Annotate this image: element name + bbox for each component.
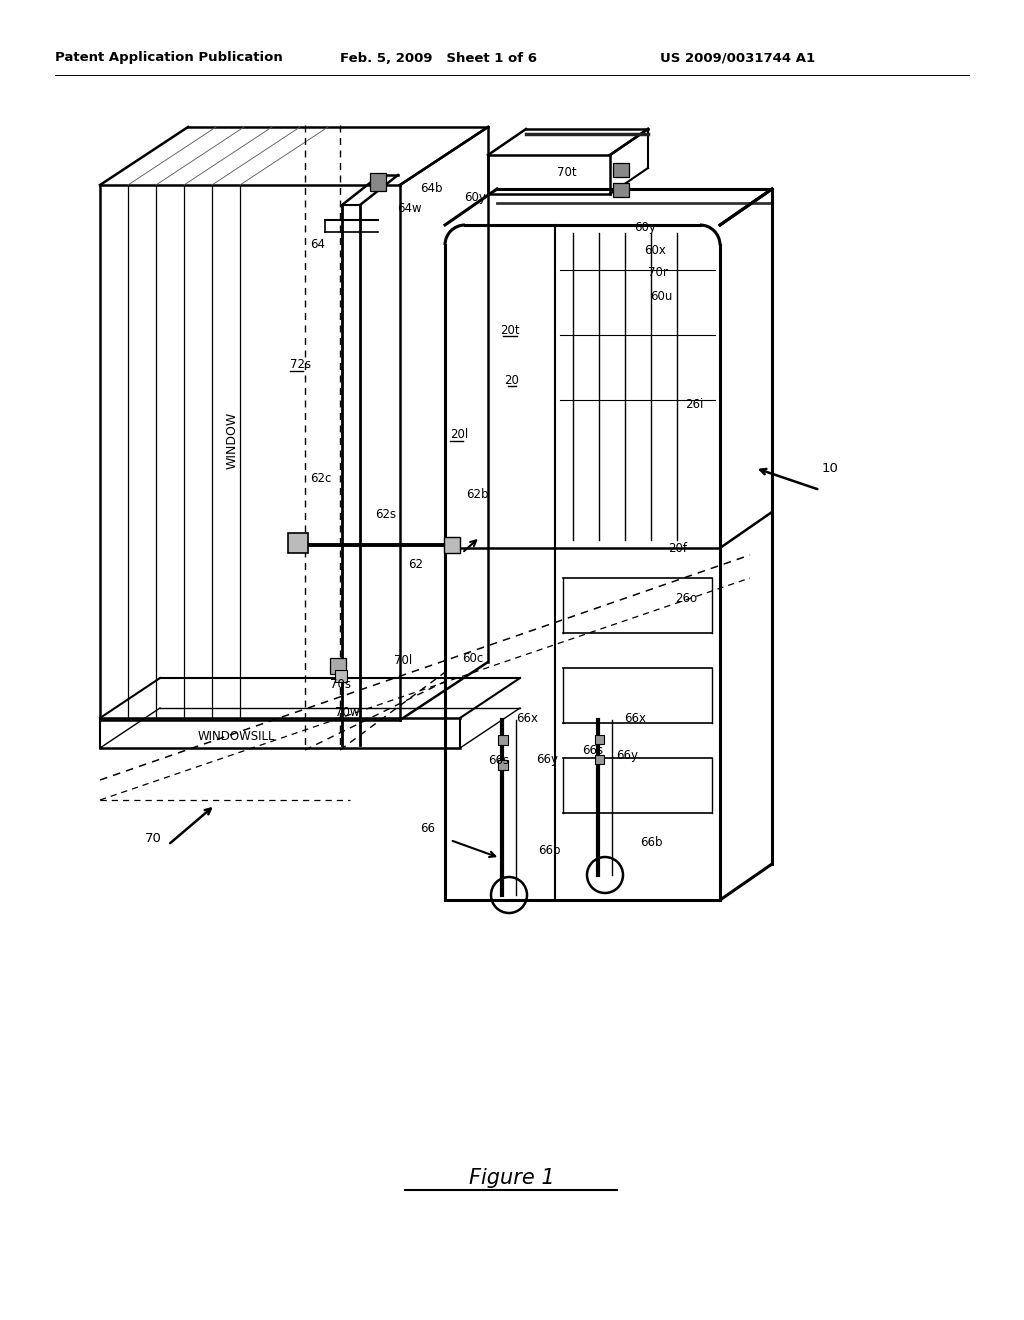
Bar (613, 162, 629, 177)
Text: 70s: 70s (330, 678, 351, 692)
Text: 20l: 20l (450, 429, 468, 441)
Text: 20t: 20t (500, 323, 520, 337)
Text: 60y: 60y (464, 191, 485, 205)
Text: 62c: 62c (310, 471, 332, 484)
Text: US 2009/0031744 A1: US 2009/0031744 A1 (660, 51, 815, 65)
Text: 62s: 62s (375, 508, 396, 521)
Bar (330, 657, 346, 675)
Text: 66x: 66x (624, 711, 646, 725)
Text: 60x: 60x (644, 243, 666, 256)
Text: 70r: 70r (648, 265, 668, 279)
Text: WINDOWSILL: WINDOWSILL (198, 730, 274, 742)
Text: 66b: 66b (538, 843, 560, 857)
Bar (335, 671, 347, 682)
Text: 60y: 60y (634, 222, 656, 235)
Text: WINDOW: WINDOW (225, 412, 239, 469)
Text: 64w: 64w (397, 202, 422, 214)
Bar (498, 760, 508, 770)
Text: 60c: 60c (462, 652, 483, 664)
Text: 64: 64 (310, 239, 325, 252)
Bar (498, 735, 508, 744)
Bar (370, 173, 386, 191)
Bar (595, 755, 604, 764)
Text: 66: 66 (420, 821, 435, 834)
Text: 20: 20 (505, 374, 519, 387)
Text: 66s: 66s (582, 743, 603, 756)
Text: 62: 62 (408, 558, 423, 572)
Text: 10: 10 (822, 462, 839, 474)
Text: Figure 1: Figure 1 (469, 1168, 555, 1188)
Text: 60u: 60u (650, 289, 673, 302)
Text: Patent Application Publication: Patent Application Publication (55, 51, 283, 65)
Text: 26i: 26i (685, 399, 703, 412)
Text: 70w: 70w (335, 705, 359, 718)
Text: Feb. 5, 2009   Sheet 1 of 6: Feb. 5, 2009 Sheet 1 of 6 (340, 51, 537, 65)
Text: 64b: 64b (420, 181, 442, 194)
Text: 66y: 66y (536, 754, 558, 767)
Text: 70l: 70l (394, 653, 413, 667)
Bar (613, 183, 629, 197)
Text: 66x: 66x (516, 711, 538, 725)
Text: 66b: 66b (640, 836, 663, 849)
Bar (444, 537, 460, 553)
Text: 72s: 72s (290, 359, 311, 371)
Text: 70: 70 (145, 832, 162, 845)
Text: 70t: 70t (557, 166, 577, 180)
Text: 66y: 66y (616, 748, 638, 762)
Text: 62b: 62b (466, 488, 488, 502)
Bar (288, 533, 308, 553)
Bar (595, 735, 604, 744)
Text: 26o: 26o (675, 591, 697, 605)
Text: 66s: 66s (488, 754, 509, 767)
Text: 20f: 20f (668, 541, 687, 554)
